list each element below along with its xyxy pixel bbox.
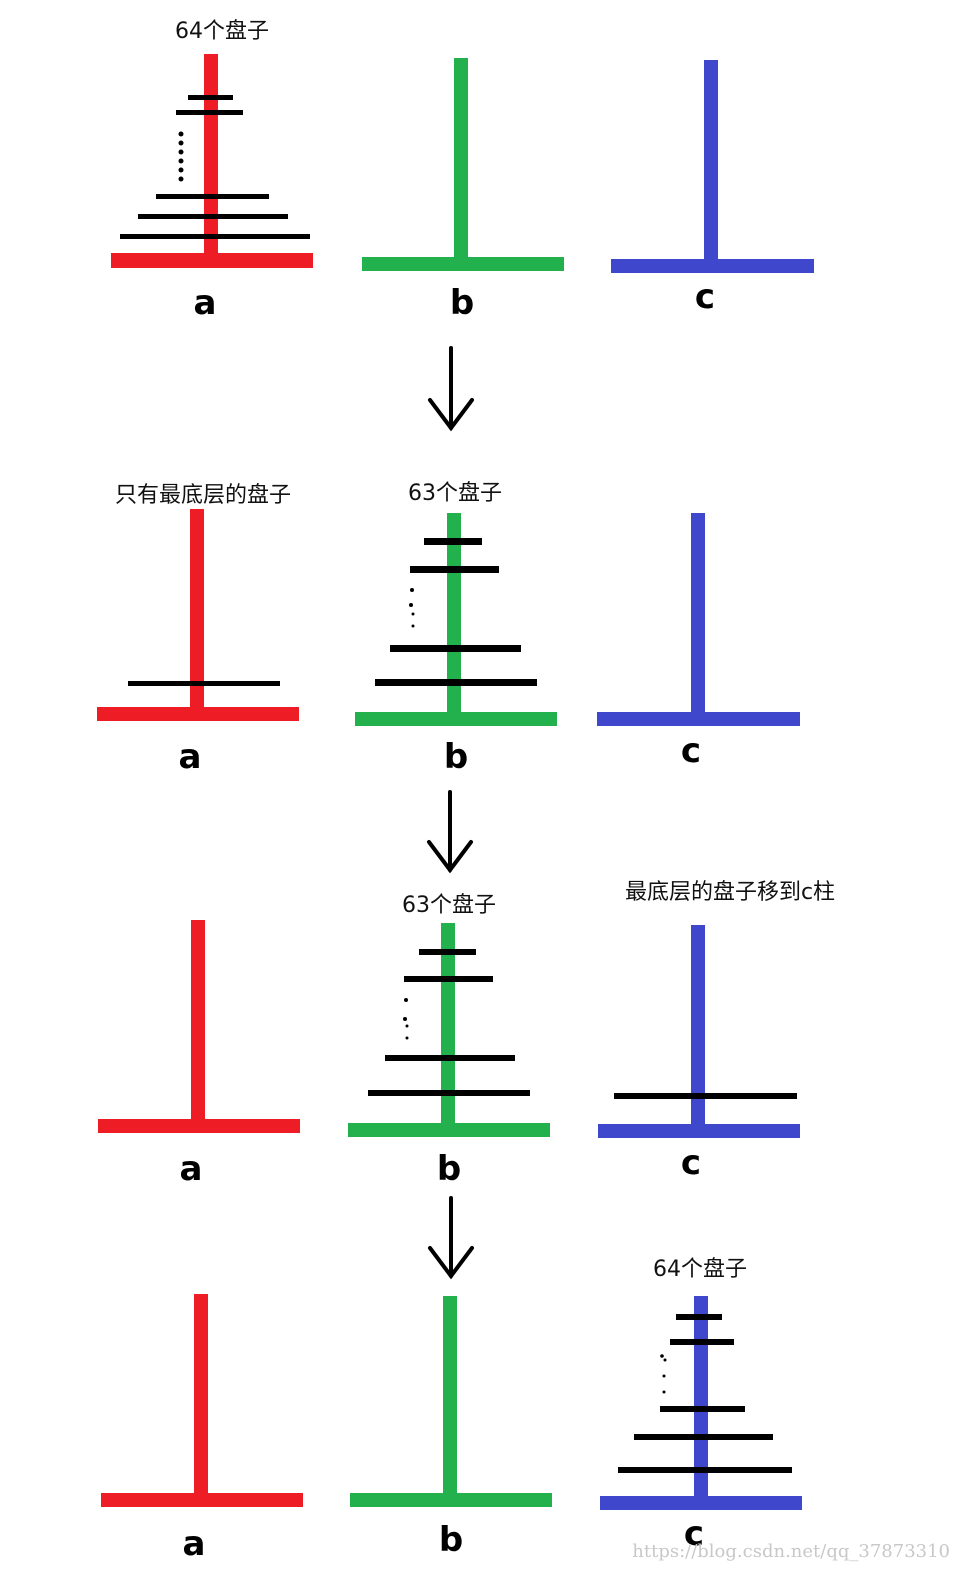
stage-4-pole-b bbox=[350, 1296, 552, 1507]
pole-c-rod bbox=[691, 513, 705, 713]
disk bbox=[676, 1314, 722, 1320]
stage-4: 64个盘子 a b c bbox=[101, 1257, 802, 1564]
down-arrow-icon bbox=[427, 790, 473, 874]
disk bbox=[368, 1090, 530, 1096]
stage-1-pole-c bbox=[611, 60, 814, 273]
stage-1-pole-b bbox=[362, 58, 564, 271]
stage-1-note-a: 64个盘子 bbox=[175, 19, 269, 44]
pole-label-c: c bbox=[681, 731, 701, 771]
pole-label-c: c bbox=[684, 1514, 704, 1554]
stage-4-disks-c bbox=[618, 1314, 792, 1473]
stage-2-pole-a bbox=[97, 509, 299, 721]
stage-2-note-a: 只有最底层的盘子 bbox=[115, 483, 291, 508]
pole-c-base bbox=[600, 1496, 802, 1510]
pole-b-rod bbox=[454, 58, 468, 258]
pole-a-rod bbox=[204, 54, 218, 254]
pole-label-c: c bbox=[681, 1143, 701, 1183]
stage-2-disks-b bbox=[375, 538, 537, 686]
disk bbox=[410, 566, 499, 573]
stage-1-pole-a bbox=[111, 54, 313, 268]
pole-a-base bbox=[98, 1119, 300, 1133]
stage-4-note-c: 64个盘子 bbox=[653, 1257, 747, 1282]
pole-b-base bbox=[350, 1493, 552, 1507]
pole-label-b: b bbox=[444, 737, 468, 777]
stage-2-note-b: 63个盘子 bbox=[408, 481, 502, 506]
pole-a-rod bbox=[191, 920, 205, 1120]
stage-2-pole-b bbox=[355, 513, 557, 726]
disk bbox=[670, 1339, 734, 1345]
disk bbox=[138, 214, 288, 219]
stage-4-pole-c bbox=[600, 1296, 802, 1510]
stage-4-pole-a bbox=[101, 1294, 303, 1507]
disk bbox=[404, 976, 493, 982]
pole-label-a: a bbox=[183, 1524, 206, 1564]
pole-label-b: b bbox=[437, 1149, 461, 1189]
disk bbox=[128, 681, 280, 686]
ellipsis-dots bbox=[409, 588, 415, 628]
ellipsis-dots bbox=[178, 131, 184, 182]
ellipsis-dots bbox=[403, 998, 409, 1040]
pole-c-rod bbox=[694, 1296, 708, 1496]
pole-c-base bbox=[611, 259, 814, 273]
pole-label-a: a bbox=[180, 1149, 203, 1189]
pole-label-a: a bbox=[179, 737, 202, 777]
pole-label-b: b bbox=[439, 1520, 463, 1560]
disk bbox=[390, 645, 521, 652]
disk bbox=[188, 95, 233, 100]
pole-a-base bbox=[97, 707, 299, 721]
stage-3-disks-b bbox=[368, 949, 530, 1096]
watermark: https://blog.csdn.net/qq_37873310 bbox=[632, 1541, 950, 1562]
pole-label-a: a bbox=[194, 283, 217, 323]
pole-a-rod bbox=[194, 1294, 208, 1494]
pole-b-base bbox=[355, 712, 557, 726]
disk bbox=[156, 194, 269, 199]
pole-b-base bbox=[362, 257, 564, 271]
stage-1-disks-a bbox=[120, 95, 310, 239]
stage-3-note-b: 63个盘子 bbox=[402, 893, 496, 918]
disk bbox=[424, 538, 482, 545]
stage-2: 只有最底层的盘子 63个盘子 a b c bbox=[97, 481, 800, 777]
stage-3-pole-c bbox=[598, 925, 800, 1138]
pole-label-b: b bbox=[450, 283, 474, 323]
stage-1: 64个盘子 a b c bbox=[111, 19, 814, 323]
pole-a-base bbox=[111, 253, 313, 268]
disk bbox=[120, 234, 310, 239]
stage-3-pole-a bbox=[98, 920, 300, 1133]
stage-3: 63个盘子 最底层的盘子移到c柱 a b c bbox=[98, 880, 835, 1189]
pole-c-base bbox=[597, 712, 800, 726]
pole-b-base bbox=[348, 1123, 550, 1137]
pole-c-rod bbox=[691, 925, 705, 1125]
ellipsis-dots bbox=[660, 1354, 667, 1394]
down-arrow-icon bbox=[428, 346, 474, 432]
pole-c-base bbox=[598, 1124, 800, 1138]
pole-c-rod bbox=[704, 60, 718, 260]
stage-3-pole-b bbox=[348, 923, 550, 1137]
disk bbox=[176, 110, 243, 115]
down-arrow-icon bbox=[428, 1196, 474, 1280]
disk bbox=[634, 1434, 773, 1440]
stage-3-note-c: 最底层的盘子移到c柱 bbox=[625, 880, 835, 905]
pole-a-rod bbox=[190, 509, 204, 709]
disk bbox=[385, 1055, 515, 1061]
disk bbox=[614, 1093, 797, 1099]
pole-label-c: c bbox=[695, 277, 715, 317]
disk bbox=[419, 949, 476, 955]
pole-b-rod bbox=[447, 513, 461, 713]
pole-a-base bbox=[101, 1493, 303, 1507]
disk bbox=[660, 1406, 745, 1412]
pole-b-rod bbox=[443, 1296, 457, 1496]
disk bbox=[618, 1467, 792, 1473]
pole-b-rod bbox=[441, 923, 455, 1123]
disk bbox=[375, 679, 537, 686]
stage-2-pole-c bbox=[597, 513, 800, 726]
